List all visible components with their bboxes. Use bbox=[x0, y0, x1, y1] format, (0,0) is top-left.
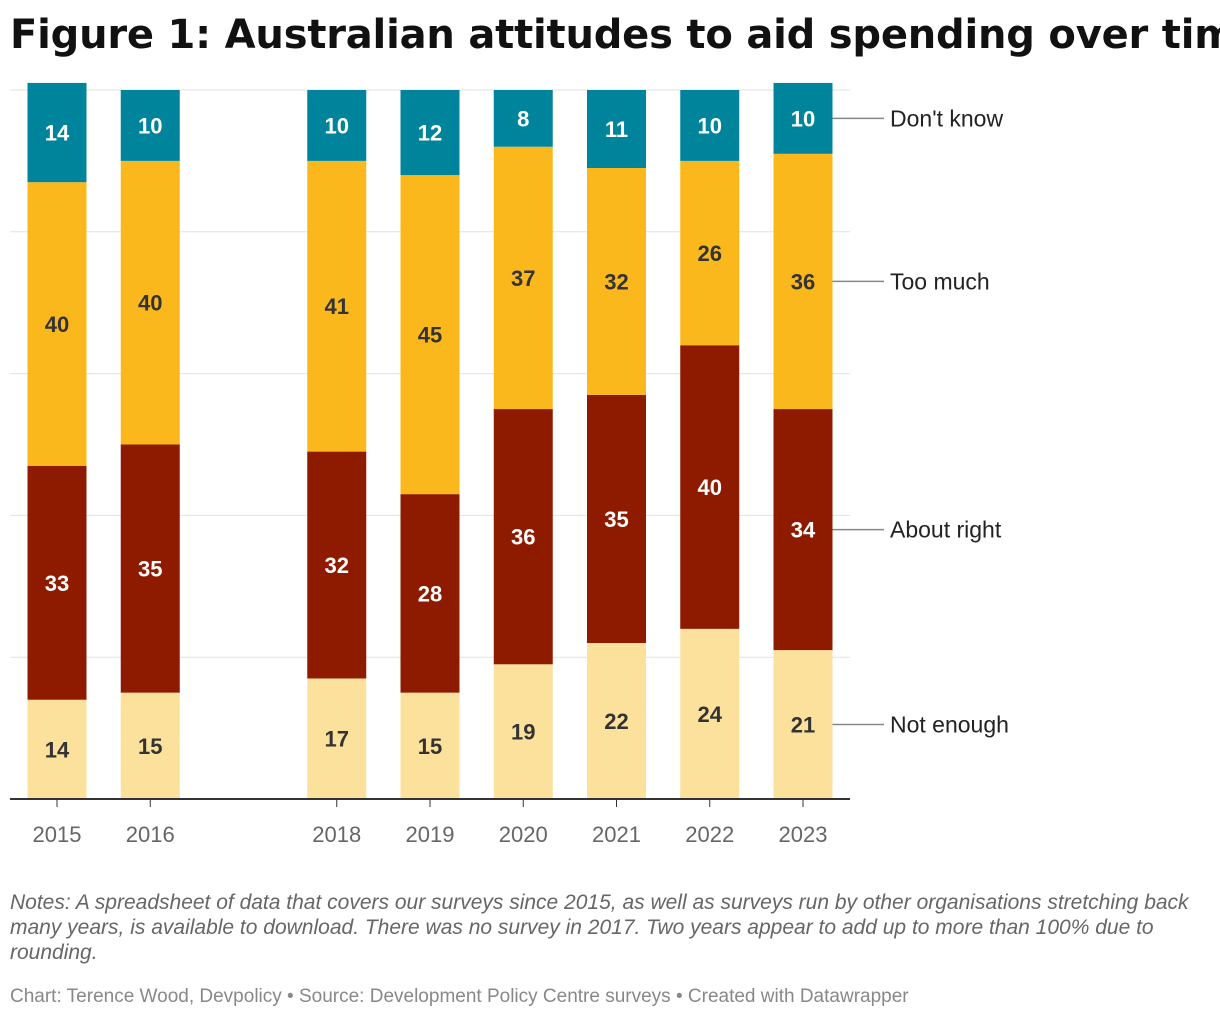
x-tick-label: 2016 bbox=[126, 822, 175, 847]
data-label: 21 bbox=[791, 713, 815, 738]
bar-don-t-know-2020 bbox=[493, 90, 553, 147]
bar-about-right-2019 bbox=[400, 494, 460, 693]
bar-not-enough-2022 bbox=[680, 628, 740, 799]
x-tick-label: 2015 bbox=[33, 822, 82, 847]
bar-about-right-2023 bbox=[773, 409, 833, 651]
bar-too-much-2018 bbox=[307, 160, 367, 452]
x-tick-label: 2020 bbox=[499, 822, 548, 847]
data-label: 26 bbox=[698, 241, 722, 266]
bar-don-t-know-2021 bbox=[587, 90, 646, 168]
data-label: 28 bbox=[418, 581, 442, 606]
data-label: 32 bbox=[325, 553, 349, 578]
data-label: 33 bbox=[45, 571, 69, 596]
series-label-not-enough: Not enough bbox=[890, 712, 1009, 738]
data-label: 15 bbox=[418, 734, 442, 759]
bar-not-enough-2015 bbox=[27, 699, 87, 799]
chart-credit: Chart: Terence Wood, Devpolicy • Source:… bbox=[10, 986, 909, 1007]
bar-too-much-2021 bbox=[587, 167, 646, 395]
bar-about-right-2021 bbox=[587, 394, 646, 644]
series-label-about-right: About right bbox=[890, 517, 1002, 543]
data-label: 15 bbox=[138, 734, 162, 759]
data-label: 10 bbox=[325, 113, 349, 138]
data-label: 10 bbox=[138, 113, 162, 138]
data-label: 36 bbox=[511, 525, 535, 550]
bar-don-t-know-2023 bbox=[773, 82, 833, 154]
bar-about-right-2020 bbox=[493, 409, 553, 665]
series-label-don-t-know: Don't know bbox=[890, 105, 1003, 131]
x-tick-label: 2023 bbox=[779, 822, 828, 847]
bar-too-much-2016 bbox=[120, 160, 180, 445]
bar-don-t-know-2016 bbox=[120, 90, 180, 161]
chart-title: Figure 1: Australian attitudes to aid sp… bbox=[10, 12, 1220, 58]
bar-too-much-2019 bbox=[400, 175, 460, 495]
x-tick-label: 2019 bbox=[406, 822, 455, 847]
series-label-too-much: Too much bbox=[890, 268, 990, 294]
data-label: 14 bbox=[45, 121, 70, 146]
data-label: 35 bbox=[604, 507, 628, 532]
bar-don-t-know-2022 bbox=[680, 90, 740, 161]
stacked-bar-chart: 14 33 40 14 2015 15 35 40 10 2016 17 32 41 10 2018 15 28… bbox=[10, 82, 1009, 847]
data-label: 34 bbox=[791, 518, 816, 543]
bar-not-enough-2019 bbox=[400, 692, 460, 799]
data-label: 40 bbox=[138, 291, 162, 316]
data-label: 12 bbox=[418, 121, 442, 146]
x-tick-label: 2022 bbox=[685, 822, 734, 847]
data-label: 35 bbox=[138, 557, 162, 582]
data-label: 8 bbox=[517, 106, 529, 131]
bar-too-much-2023 bbox=[773, 153, 833, 410]
data-label: 37 bbox=[511, 266, 535, 291]
data-label: 41 bbox=[325, 294, 349, 319]
bar-don-t-know-2018 bbox=[307, 90, 367, 161]
bar-don-t-know-2019 bbox=[400, 90, 460, 176]
bar-not-enough-2016 bbox=[120, 692, 180, 799]
bar-about-right-2015 bbox=[27, 465, 87, 700]
data-label: 17 bbox=[325, 727, 349, 752]
data-label: 10 bbox=[698, 113, 722, 138]
chart-notes: Notes: A spreadsheet of data that covers… bbox=[10, 891, 1189, 965]
x-tick-label: 2021 bbox=[592, 822, 641, 847]
bar-not-enough-2020 bbox=[493, 664, 553, 799]
data-label: 22 bbox=[604, 709, 628, 734]
data-label: 14 bbox=[45, 737, 70, 762]
data-label: 36 bbox=[791, 269, 815, 294]
data-label: 32 bbox=[604, 269, 628, 294]
bar-not-enough-2023 bbox=[773, 650, 833, 799]
data-label: 24 bbox=[698, 702, 723, 727]
data-label: 11 bbox=[605, 117, 628, 142]
bar-not-enough-2018 bbox=[307, 678, 367, 799]
bar-not-enough-2021 bbox=[587, 643, 646, 799]
bar-about-right-2018 bbox=[307, 451, 367, 679]
bar-too-much-2020 bbox=[493, 146, 553, 410]
bar-about-right-2022 bbox=[680, 345, 740, 629]
bar-too-much-2022 bbox=[680, 160, 740, 346]
data-label: 45 bbox=[418, 323, 442, 348]
bar-about-right-2016 bbox=[120, 444, 180, 693]
data-label: 10 bbox=[791, 106, 815, 131]
data-label: 19 bbox=[511, 720, 535, 745]
x-tick-label: 2018 bbox=[312, 822, 361, 847]
data-label: 40 bbox=[698, 475, 722, 500]
data-label: 40 bbox=[45, 312, 69, 337]
bar-too-much-2015 bbox=[27, 182, 87, 466]
bar-don-t-know-2015 bbox=[27, 82, 87, 183]
